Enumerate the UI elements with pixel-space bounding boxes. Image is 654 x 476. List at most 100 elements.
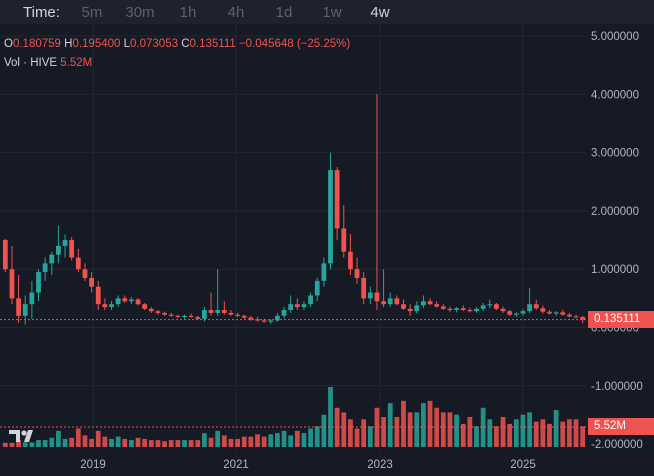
candle-body [142,304,148,309]
volume-bar [182,440,187,447]
tradingview-logo-icon[interactable] [8,428,42,444]
candle-body [328,170,333,264]
timeframe-1h[interactable]: 1h [179,3,197,21]
candle-body [16,298,21,316]
candle-body [348,251,353,270]
candle-body [22,304,28,316]
low-value: 0.073053 [130,38,178,50]
candle-body [533,304,539,309]
candle-body [374,292,380,302]
timeframe-4w[interactable]: 4w [370,3,390,21]
volume-bar [494,426,499,447]
time-tick-label: 2019 [80,459,106,471]
volume-bar [202,433,207,447]
candle-body [414,305,420,312]
price-tick-label: -1.000000 [591,381,643,393]
candle-body [9,269,15,299]
volume-bar [480,407,486,447]
volume-bar [314,426,320,447]
candle-body [341,228,347,252]
candle-body [36,272,41,293]
volume-bar [381,417,386,447]
timeframe-30m[interactable]: 30m [125,3,155,21]
volume-bars [2,387,586,447]
volume-bar [255,434,260,447]
candle-body [520,311,526,314]
volume-bar [294,430,300,447]
volume-bar [275,433,280,447]
volume-key: Vol · HIVE [4,57,58,69]
candle-body [95,286,101,305]
price-tick-label: 1.000000 [591,264,639,276]
candle-body [122,298,128,302]
volume-bar [162,441,167,447]
candle-body [182,315,187,318]
candle-body [248,317,254,320]
volume-bar [474,426,479,447]
volume-bar [82,435,88,447]
volume-bar [129,440,134,447]
timeframe-toolbar: Time: 5m 30m 1h 4h 1d 1w 4w [0,0,654,24]
volume-bar [248,436,254,447]
candle-body [580,317,586,320]
time-tick-label: 2021 [223,459,249,471]
volume-bar [168,440,174,447]
candle-body [109,304,114,308]
volume-bar [460,423,466,447]
volume-bar [241,436,247,447]
candle-body [487,304,493,306]
volume-bar [208,437,214,447]
candle-body [421,301,426,306]
change-value: −0.045648 (−25.25%) [238,38,351,50]
volume-bar [394,417,400,447]
volume-bar [221,435,227,447]
candle-body [155,311,161,313]
candle-body [560,312,566,315]
volume-bar [533,421,539,447]
volume-bar [188,440,194,447]
volume-bar [22,442,28,447]
candle-body [474,308,479,312]
candle-body [294,304,300,308]
candle-body [387,298,393,305]
candle-body [49,254,55,264]
candle-body [241,315,247,318]
candle-body [115,298,121,305]
candle-body [540,308,546,312]
price-chart[interactable]: 5.000000 4.000000 3.000000 2.000000 1.000000… [0,24,654,476]
timeframe-1w[interactable]: 1w [322,3,342,21]
timeframe-1d[interactable]: 1d [275,3,293,21]
candle-body [56,245,61,255]
candle-body [162,312,167,315]
close-value: 0.135111 [189,38,236,50]
candle-body [361,277,367,299]
volume-bar [95,430,101,447]
timeframe-5m[interactable]: 5m [81,3,103,21]
volume-bar [580,426,586,447]
candle-body [228,312,234,315]
volume-bar [500,417,506,447]
candle-body [215,310,221,313]
volume-bar [354,428,360,447]
timeframe-4h[interactable]: 4h [227,3,245,21]
timeframe-label: Time: [23,3,60,21]
volume-bar [261,436,267,447]
volume-bar [540,419,546,447]
volume-bar [560,421,566,447]
volume-bar [513,419,519,447]
volume-bar [341,412,347,447]
time-axis: 2019 2021 2023 2025 [80,459,536,471]
candle-body [69,240,75,258]
candle-body [288,304,294,311]
time-tick-label: 2023 [367,459,393,471]
low-key: L [123,38,131,50]
candle-body [467,310,473,312]
volume-bar [36,440,41,447]
price-tick-label: 2.000000 [591,206,639,218]
volume-bar [467,417,473,447]
price-tick-label: 5.000000 [591,31,639,43]
volume-bar [308,428,313,447]
volume-bar [268,434,274,447]
candle-body [148,308,154,312]
volume-bar [440,412,446,447]
